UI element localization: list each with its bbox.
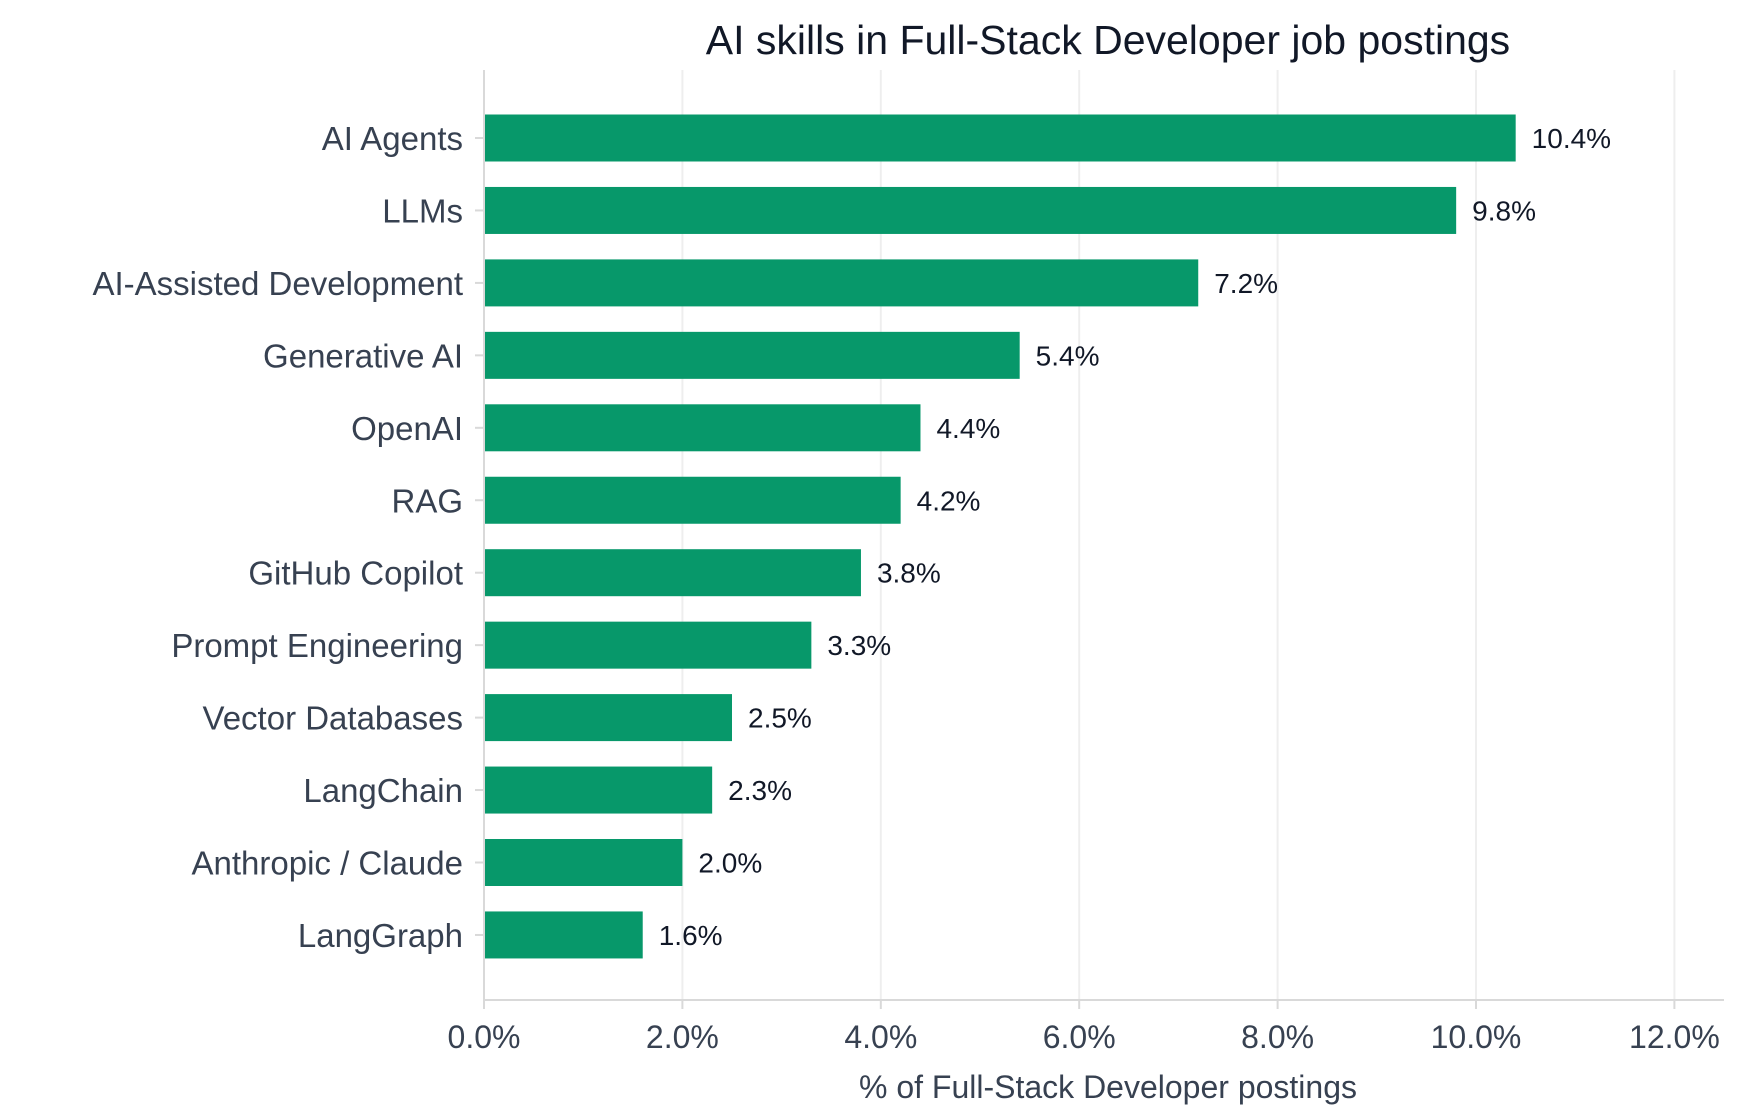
category-label: LLMs (382, 192, 463, 229)
data-label: 4.4% (936, 413, 1000, 444)
data-label: 4.2% (917, 485, 981, 516)
category-label: OpenAI (351, 410, 463, 447)
x-tick-label: 10.0% (1431, 1019, 1522, 1055)
bar (484, 694, 732, 742)
bar (484, 839, 683, 886)
category-label: AI Agents (322, 120, 463, 157)
category-label: AI-Assisted Development (93, 265, 464, 302)
bar (484, 186, 1457, 234)
category-label: LangChain (303, 772, 463, 809)
data-label: 2.0% (698, 848, 762, 879)
category-label: RAG (391, 482, 463, 519)
category-label: LangGraph (298, 917, 463, 954)
chart-title: AI skills in Full-Stack Developer job po… (706, 17, 1510, 63)
data-label: 3.3% (827, 630, 891, 661)
category-label: Generative AI (263, 337, 463, 374)
bar (484, 476, 901, 524)
bar (484, 621, 812, 669)
x-tick-label: 12.0% (1629, 1019, 1720, 1055)
x-axis-title: % of Full-Stack Developer postings (859, 1069, 1357, 1105)
bar (484, 766, 713, 814)
data-label: 5.4% (1036, 340, 1100, 371)
bar (484, 549, 861, 597)
bars (484, 114, 1516, 959)
bar (484, 404, 921, 452)
x-tick-label: 4.0% (844, 1019, 917, 1055)
category-label: Vector Databases (203, 700, 464, 737)
labels: 0.0% 2.0% 4.0% 6.0% 8.0% 10.0% 12.0% AI Agents 1… (93, 120, 1720, 1055)
data-label: 9.8% (1472, 195, 1536, 226)
axes (475, 70, 1724, 1009)
bar (484, 911, 643, 959)
data-label: 3.8% (877, 558, 941, 589)
x-tick-label: 6.0% (1043, 1019, 1116, 1055)
bar (484, 114, 1516, 162)
x-tick-label: 0.0% (448, 1019, 521, 1055)
data-label: 2.3% (728, 775, 792, 806)
data-label: 10.4% (1532, 123, 1611, 154)
bar (484, 259, 1199, 307)
category-label: Prompt Engineering (171, 627, 463, 664)
category-label: Anthropic / Claude (192, 845, 464, 882)
data-label: 7.2% (1214, 268, 1278, 299)
data-label: 2.5% (748, 703, 812, 734)
x-tick-label: 2.0% (646, 1019, 719, 1055)
bar (484, 331, 1020, 379)
data-label: 1.6% (659, 920, 723, 951)
category-label: GitHub Copilot (248, 555, 463, 592)
x-tick-label: 8.0% (1241, 1019, 1314, 1055)
